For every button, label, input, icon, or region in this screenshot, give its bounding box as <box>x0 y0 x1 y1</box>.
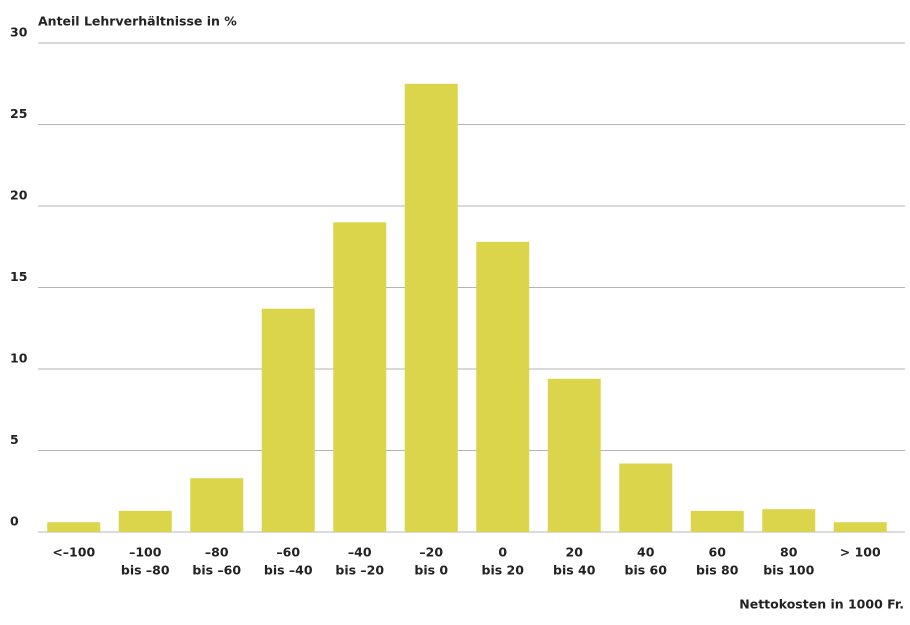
x-tick-label: 60 <box>709 545 727 560</box>
bar <box>47 522 101 532</box>
bar <box>190 478 244 532</box>
y-tick-label: 30 <box>10 25 28 40</box>
x-tick-label: –20 <box>419 545 443 560</box>
y-tick-label: 25 <box>10 106 27 121</box>
x-tick-label: bis 0 <box>414 563 448 578</box>
x-tick-label: 0 <box>498 545 507 560</box>
x-tick-label: –80 <box>205 545 229 560</box>
bar <box>833 522 887 532</box>
x-tick-label: –60 <box>276 545 300 560</box>
bar <box>404 83 458 532</box>
x-tick-label: 20 <box>566 545 584 560</box>
x-tick-label: bis 40 <box>553 563 596 578</box>
y-tick-label: 10 <box>10 351 28 366</box>
bar <box>118 510 172 532</box>
x-tick-label: <–100 <box>52 545 95 560</box>
bar <box>476 241 530 533</box>
y-tick-label: 0 <box>10 514 19 529</box>
x-tick-label: > 100 <box>840 545 881 560</box>
bar <box>762 509 816 532</box>
x-tick-label: –40 <box>348 545 372 560</box>
x-axis-title: Nettokosten in 1000 Fr. <box>739 597 904 612</box>
y-tick-label: 20 <box>10 188 28 203</box>
bar <box>333 222 387 533</box>
x-tick-label: bis 20 <box>482 563 525 578</box>
bar <box>619 463 673 532</box>
x-tick-label: bis –20 <box>335 563 384 578</box>
x-tick-label: bis –60 <box>192 563 241 578</box>
x-tick-label: bis –40 <box>264 563 313 578</box>
x-tick-label: bis 80 <box>696 563 739 578</box>
bar <box>690 510 744 532</box>
x-tick-label: bis 60 <box>625 563 668 578</box>
x-tick-label: bis –80 <box>121 563 170 578</box>
x-tick-label: 40 <box>637 545 655 560</box>
chart-title: Anteil Lehrverhältnisse in % <box>38 14 237 29</box>
y-tick-label: 5 <box>10 432 19 447</box>
x-tick-label: –100 <box>129 545 162 560</box>
x-tick-label: bis 100 <box>763 563 814 578</box>
bar <box>547 378 601 532</box>
x-tick-label: 80 <box>780 545 798 560</box>
y-tick-label: 15 <box>10 269 27 284</box>
bar <box>261 308 315 532</box>
